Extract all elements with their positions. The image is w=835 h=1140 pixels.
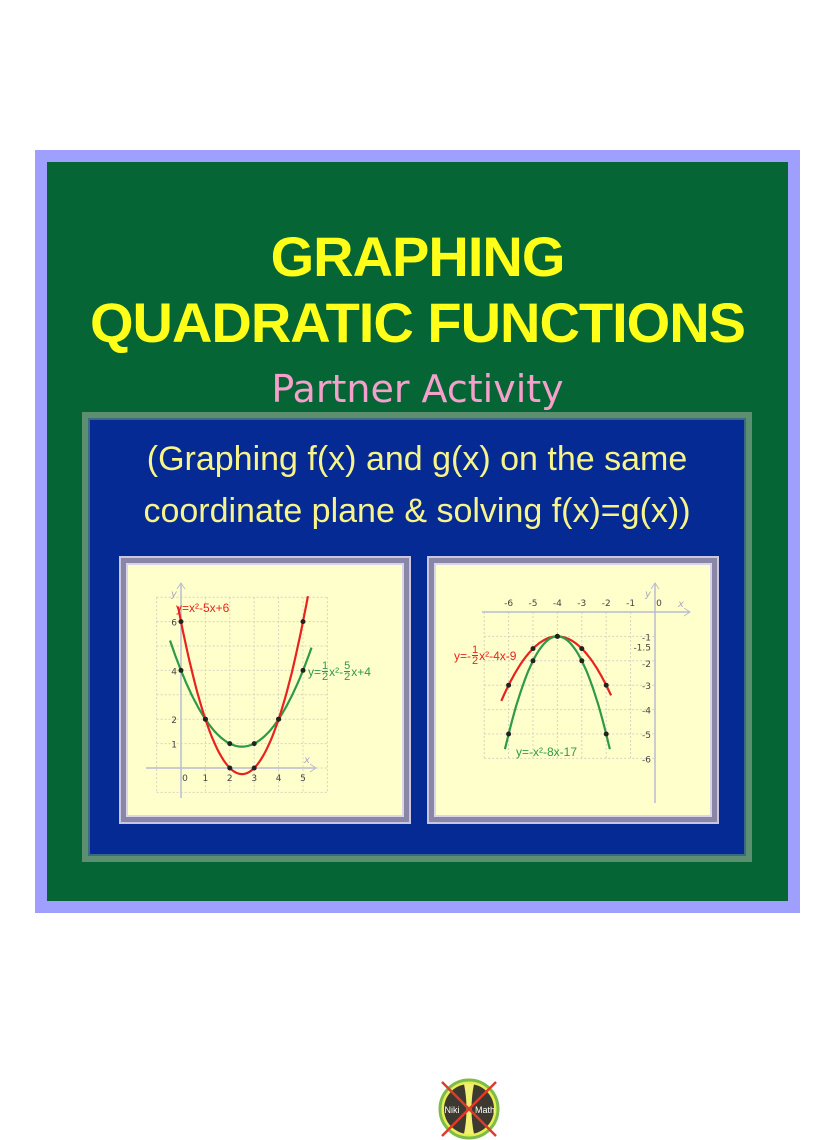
red-curve-point — [227, 765, 233, 771]
y-tick-label: -3 — [642, 682, 651, 692]
equation-green-right: y=-x²-8x-17 — [516, 745, 578, 759]
green-curve-point — [300, 667, 306, 673]
x-tick-label: -2 — [602, 599, 611, 609]
green-curve-point — [603, 731, 609, 737]
numerator: 5 — [344, 660, 351, 672]
eq-part: x²- — [329, 664, 344, 679]
red-curve-point — [603, 682, 609, 688]
y-tick-label: -5 — [642, 731, 651, 741]
equation-red-left: y=x²-5x+6 — [176, 601, 230, 615]
green-curve-point — [554, 633, 560, 639]
x-tick-label: 1 — [203, 774, 209, 784]
numerator: 1 — [322, 660, 329, 672]
x-tick-label: -3 — [577, 599, 586, 609]
content-panel: (Graphing f(x) and g(x) on the same coor… — [82, 412, 752, 1140]
x-tick-label: -6 — [504, 599, 513, 609]
x-tick-label: 4 — [276, 774, 282, 784]
eq-part: y= — [308, 664, 322, 679]
red-curve — [177, 596, 309, 776]
y-axis-arrow — [176, 582, 186, 590]
green-curve-point — [276, 716, 282, 722]
title-line-2: QUADRATIC FUNCTIONS — [89, 291, 746, 354]
red-curve-point — [506, 682, 512, 688]
logo-text-right: Math — [475, 1105, 495, 1115]
x-axis-arrow — [683, 607, 691, 617]
description-line-1: (Graphing f(x) and g(x) on the same — [146, 440, 688, 478]
x-axis-arrow — [309, 763, 317, 773]
title-line-1: GRAPHING — [270, 225, 566, 288]
red-curve-point — [178, 619, 184, 625]
denominator: 2 — [344, 671, 351, 683]
graph-right: xy-6 -5 -4 -3 -2 -1 0-1-1.5-2-3-4-5-6 — [482, 582, 691, 803]
green-curve-point — [227, 741, 233, 747]
x-tick-label: 0 — [656, 599, 662, 609]
numerator: 1 — [472, 644, 479, 656]
subtitle: Partner Activity — [271, 367, 564, 411]
x-tick-label: -4 — [553, 599, 562, 609]
y-tick-label: -1 — [642, 633, 651, 643]
x-tick-label: 2 — [227, 774, 233, 784]
green-curve-point — [202, 716, 208, 722]
cover-background: GRAPHING QUADRATIC FUNCTIONS Partner Act… — [47, 162, 788, 1140]
y-axis-label: y — [170, 589, 178, 600]
y-axis-arrow — [650, 582, 660, 590]
y-tick-label: -1.5 — [633, 644, 651, 654]
green-curve — [168, 640, 313, 748]
cover-border: GRAPHING QUADRATIC FUNCTIONS Partner Act… — [35, 150, 800, 1140]
x-tick-label: 3 — [251, 774, 257, 784]
niki-math-logo: Niki Math — [438, 1078, 500, 1140]
red-curve-point — [579, 646, 585, 652]
x-axis-label: x — [303, 755, 310, 766]
red-curve-point — [251, 765, 257, 771]
x-tick-label: 0 — [182, 774, 188, 784]
red-curve-point — [300, 619, 306, 625]
eq-part: y=- — [454, 648, 472, 663]
description-line-2: coordinate plane & solving f(x)=g(x)) — [143, 492, 691, 530]
green-curve-point — [579, 658, 585, 664]
x-tick-label: -5 — [529, 599, 538, 609]
eq-part: x+4 — [351, 664, 371, 679]
green-curve-point — [506, 731, 512, 737]
y-tick-label: -2 — [642, 660, 651, 670]
denominator: 2 — [472, 655, 479, 667]
eq-part: x²-4x-9 — [479, 648, 517, 663]
y-tick-label: -4 — [642, 707, 651, 717]
x-axis-label: x — [677, 599, 684, 610]
denominator: 2 — [322, 671, 329, 683]
green-curve-point — [178, 667, 184, 673]
y-axis-label: y — [644, 589, 652, 600]
y-tick-label: 2 — [171, 716, 177, 726]
red-curve-point — [530, 646, 536, 652]
logo-text-left: Niki — [445, 1105, 460, 1115]
y-tick-label: 4 — [171, 667, 177, 677]
x-tick-label: -1 — [626, 599, 635, 609]
y-tick-label: 1 — [171, 741, 177, 751]
green-curve-point — [251, 741, 257, 747]
x-tick-label: 5 — [300, 774, 306, 784]
y-tick-label: 6 — [171, 619, 177, 629]
y-tick-label: -6 — [642, 755, 651, 765]
green-curve-point — [530, 658, 536, 664]
